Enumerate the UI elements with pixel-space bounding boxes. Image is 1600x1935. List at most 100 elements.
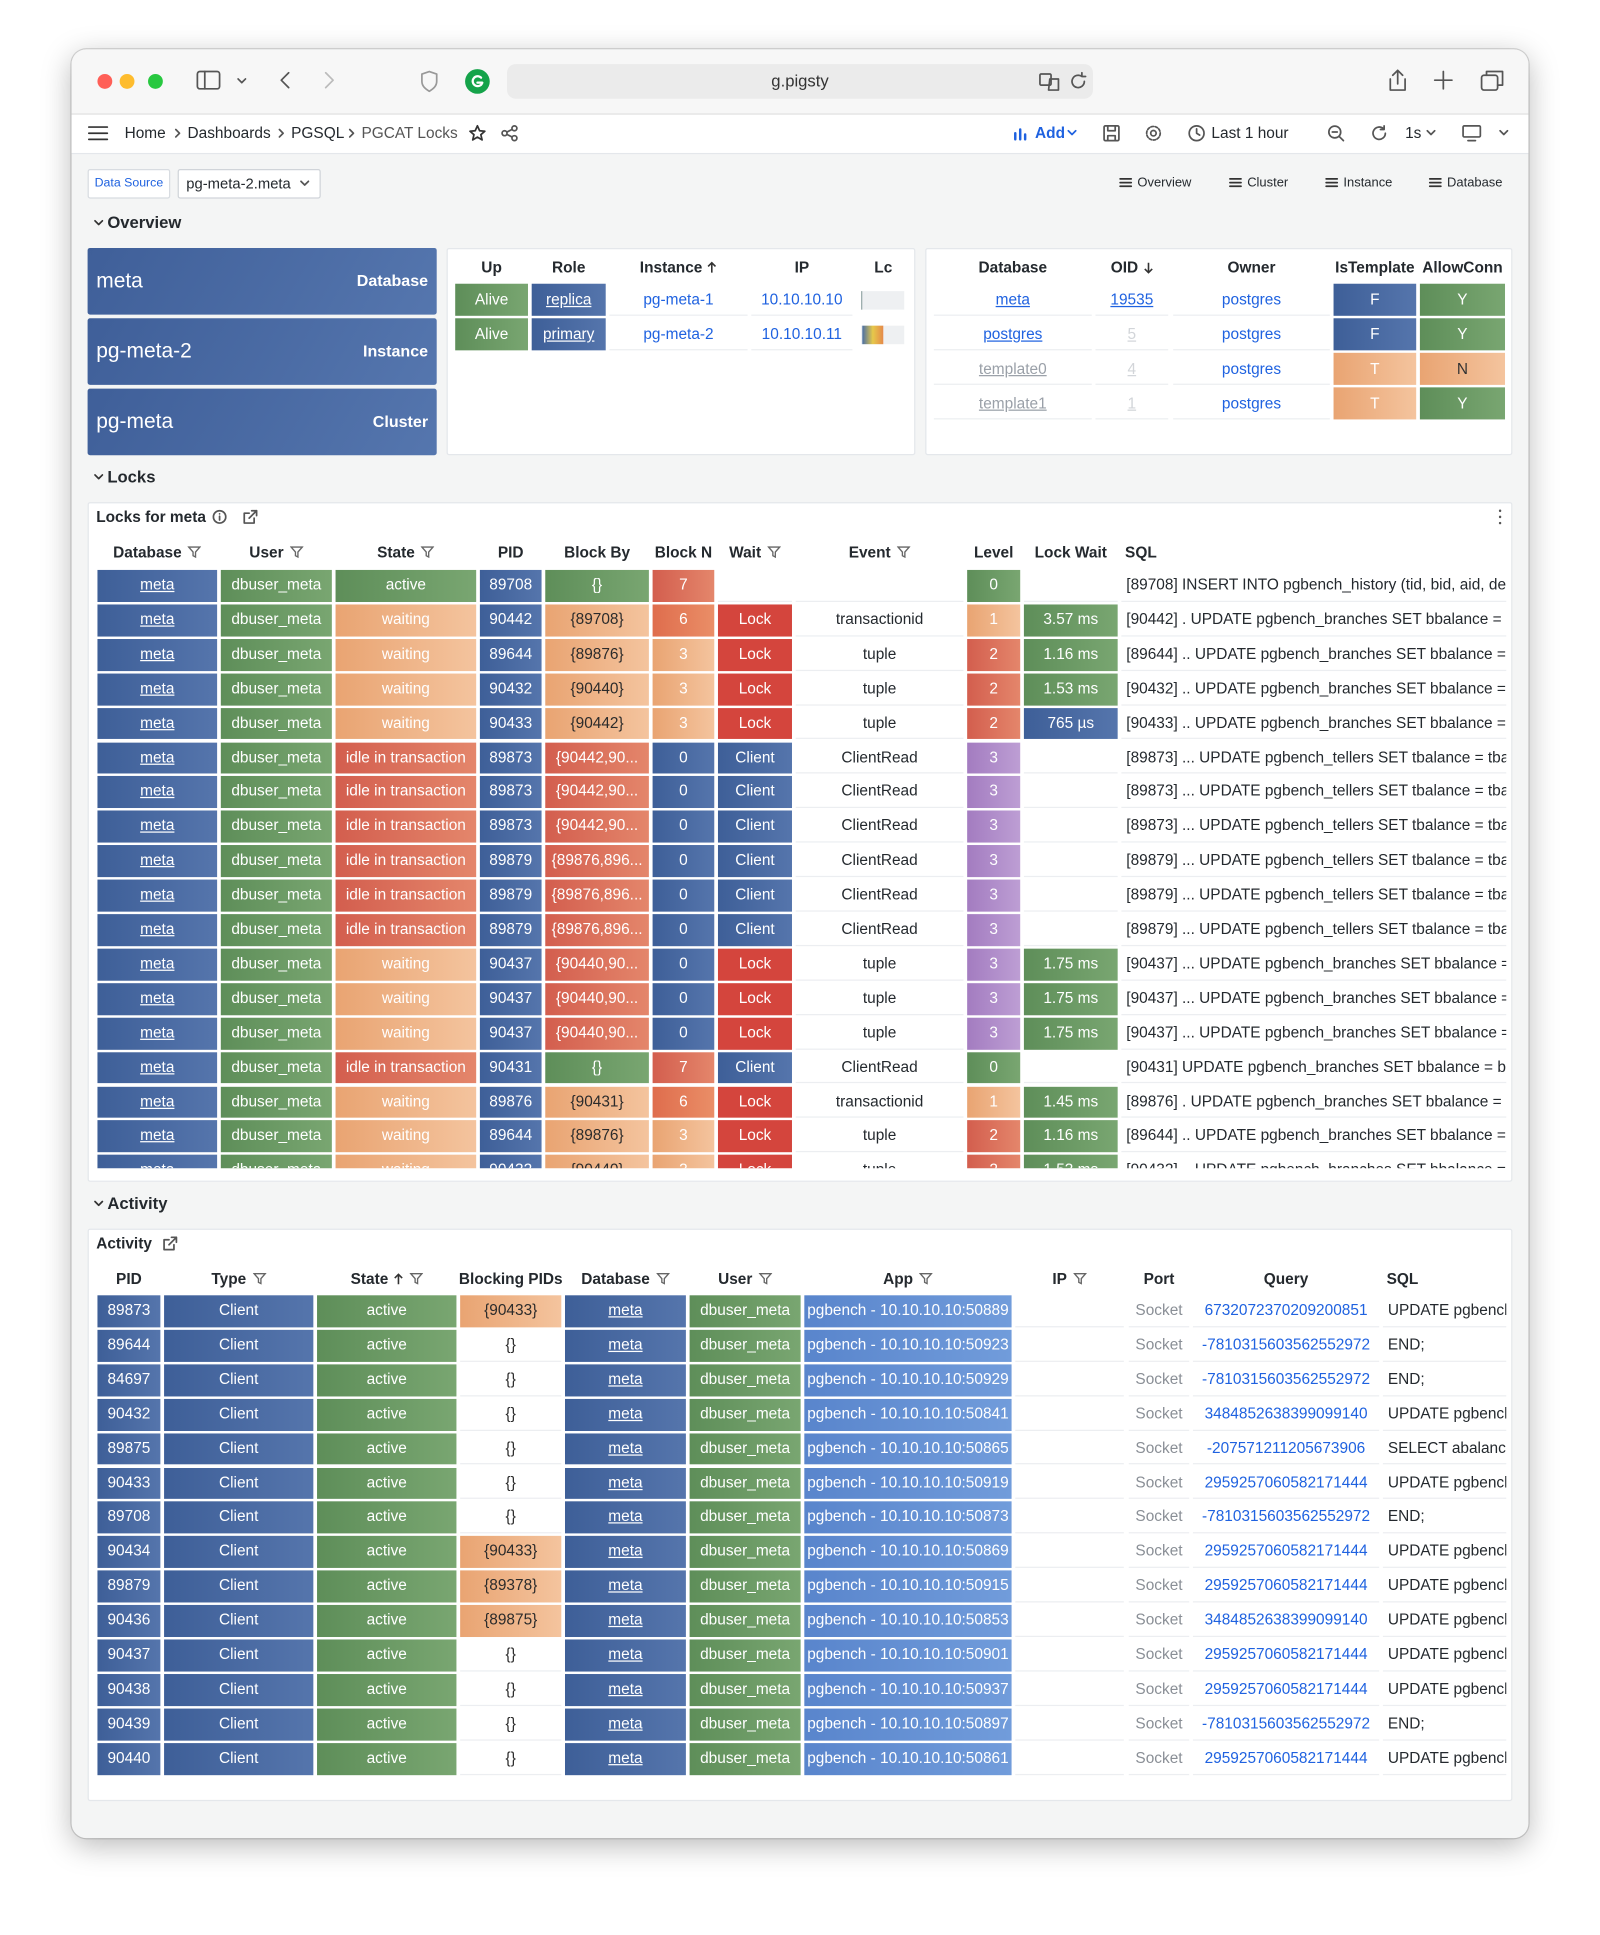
cell-link[interactable]: 4 bbox=[1127, 360, 1137, 378]
column-header[interactable]: Lock Wait bbox=[1034, 544, 1107, 562]
filter-icon[interactable] bbox=[656, 1272, 670, 1286]
dashboard-link[interactable]: Instance bbox=[1343, 175, 1393, 190]
tv-icon[interactable] bbox=[1462, 124, 1482, 142]
share-link-icon[interactable] bbox=[501, 124, 518, 142]
cell-link[interactable]: meta bbox=[140, 954, 175, 972]
column-header[interactable]: State bbox=[334, 540, 477, 565]
filter-icon[interactable] bbox=[767, 545, 781, 559]
window-button[interactable] bbox=[148, 74, 163, 89]
refresh-icon[interactable] bbox=[1371, 124, 1388, 142]
breadcrumb[interactable]: PGSQL bbox=[291, 124, 345, 142]
column-header[interactable]: SQL bbox=[1125, 544, 1157, 562]
extension-icon[interactable] bbox=[465, 69, 490, 94]
breadcrumb[interactable]: Dashboards bbox=[187, 124, 271, 142]
cell-link[interactable]: meta bbox=[140, 644, 175, 663]
column-header[interactable]: Block N bbox=[654, 544, 713, 562]
tabs-icon[interactable] bbox=[1480, 69, 1505, 91]
cell-link[interactable]: meta bbox=[608, 1714, 643, 1732]
column-header[interactable]: IsTemplate bbox=[1335, 259, 1415, 277]
column-header[interactable]: SQL bbox=[1386, 1270, 1419, 1288]
cell-link[interactable]: meta bbox=[140, 748, 175, 766]
cell-link[interactable]: meta bbox=[140, 851, 175, 869]
menu-icon[interactable] bbox=[87, 125, 109, 142]
cell-link[interactable]: postgres bbox=[983, 325, 1043, 343]
sort-icon[interactable] bbox=[393, 1273, 403, 1285]
back-button[interactable] bbox=[276, 70, 293, 90]
forward-button[interactable] bbox=[321, 70, 338, 90]
filter-icon[interactable] bbox=[421, 545, 435, 559]
cell-link[interactable]: meta bbox=[140, 817, 175, 835]
column-header[interactable]: App bbox=[803, 1267, 1013, 1292]
cell-link[interactable]: meta bbox=[140, 1126, 175, 1145]
row-title[interactable]: Locks bbox=[107, 467, 156, 487]
column-header[interactable]: Wait bbox=[717, 540, 793, 565]
cell-link[interactable]: meta bbox=[608, 1473, 643, 1491]
column-header[interactable]: User bbox=[688, 1267, 801, 1292]
cell-link[interactable]: template0 bbox=[978, 360, 1047, 378]
dashboard-link[interactable]: Cluster bbox=[1247, 175, 1289, 190]
cell-link[interactable]: meta bbox=[608, 1439, 643, 1457]
cell-link[interactable]: meta bbox=[140, 782, 175, 800]
add-button[interactable]: Add bbox=[1035, 124, 1065, 142]
column-header[interactable]: Database bbox=[564, 1267, 687, 1292]
cell-link[interactable]: meta bbox=[608, 1611, 643, 1629]
new-tab-icon[interactable] bbox=[1433, 70, 1453, 90]
breadcrumb[interactable]: Home bbox=[124, 124, 166, 142]
column-header[interactable]: User bbox=[220, 540, 333, 565]
cell-link[interactable]: meta bbox=[608, 1301, 643, 1319]
save-icon[interactable] bbox=[1103, 124, 1120, 142]
cell-link[interactable]: meta bbox=[140, 610, 175, 628]
cell-link[interactable]: meta bbox=[97, 1155, 217, 1168]
filter-icon[interactable] bbox=[896, 545, 911, 559]
column-header[interactable]: Owner bbox=[1227, 259, 1276, 277]
cell-link[interactable]: meta bbox=[608, 1370, 643, 1388]
cell-link[interactable]: 19535 bbox=[1110, 291, 1154, 309]
cell-link[interactable]: 5 bbox=[1127, 325, 1137, 343]
filter-icon[interactable] bbox=[187, 545, 202, 559]
dashboard-link[interactable]: Database bbox=[1447, 175, 1503, 190]
panel-menu[interactable] bbox=[1493, 508, 1508, 525]
column-header[interactable]: Event bbox=[794, 540, 964, 565]
column-header[interactable]: Port bbox=[1143, 1270, 1175, 1288]
cell-link[interactable]: primary bbox=[542, 325, 595, 343]
column-header[interactable]: Block By bbox=[564, 544, 631, 562]
filter-icon[interactable] bbox=[1073, 1272, 1087, 1286]
cell-link[interactable]: meta bbox=[608, 1748, 643, 1767]
window-button[interactable] bbox=[97, 74, 113, 89]
sort-icon[interactable] bbox=[707, 261, 717, 274]
cell-link[interactable]: 1 bbox=[1127, 394, 1137, 413]
zoom-out-icon[interactable] bbox=[1327, 125, 1345, 142]
cell-link[interactable]: meta bbox=[140, 989, 175, 1007]
column-header[interactable]: PID bbox=[116, 1270, 142, 1288]
info-icon[interactable] bbox=[212, 509, 227, 524]
cell-link[interactable]: replica bbox=[545, 291, 592, 309]
filter-icon[interactable] bbox=[252, 1272, 266, 1286]
column-header[interactable]: Lc bbox=[874, 259, 893, 277]
variable-select[interactable]: pg-meta-2.meta bbox=[177, 169, 321, 199]
cell-link[interactable]: meta bbox=[608, 1404, 643, 1422]
column-header[interactable]: PID bbox=[497, 544, 524, 562]
filter-icon[interactable] bbox=[758, 1272, 773, 1286]
cell-link[interactable]: meta bbox=[140, 713, 175, 732]
settings-icon[interactable] bbox=[1145, 125, 1162, 142]
dashboard-link[interactable]: Overview bbox=[1137, 175, 1192, 190]
star-icon[interactable] bbox=[469, 124, 486, 142]
refresh-interval[interactable]: 1s bbox=[1405, 124, 1422, 142]
reload-icon[interactable] bbox=[1068, 71, 1088, 92]
column-header[interactable]: AllowConn bbox=[1422, 259, 1503, 277]
cell-link[interactable]: meta bbox=[608, 1335, 643, 1354]
column-header[interactable]: Blocking PIDs bbox=[458, 1270, 563, 1288]
time-range[interactable]: Last 1 hour bbox=[1211, 124, 1289, 142]
column-header[interactable]: Database bbox=[978, 259, 1048, 277]
cell-link[interactable]: meta bbox=[608, 1645, 643, 1663]
address-bar[interactable]: g.pigsty bbox=[507, 64, 1093, 99]
cell-link[interactable]: meta bbox=[140, 1057, 175, 1076]
translate-icon[interactable] bbox=[1039, 72, 1061, 92]
cell-link[interactable]: meta bbox=[140, 1023, 175, 1041]
column-header[interactable]: Role bbox=[551, 259, 586, 277]
row-title[interactable]: Activity bbox=[107, 1194, 168, 1213]
column-header[interactable]: Database bbox=[96, 540, 218, 565]
window-button[interactable] bbox=[119, 74, 135, 89]
column-header[interactable]: Instance bbox=[608, 255, 749, 280]
cell-link[interactable]: meta bbox=[140, 576, 175, 594]
